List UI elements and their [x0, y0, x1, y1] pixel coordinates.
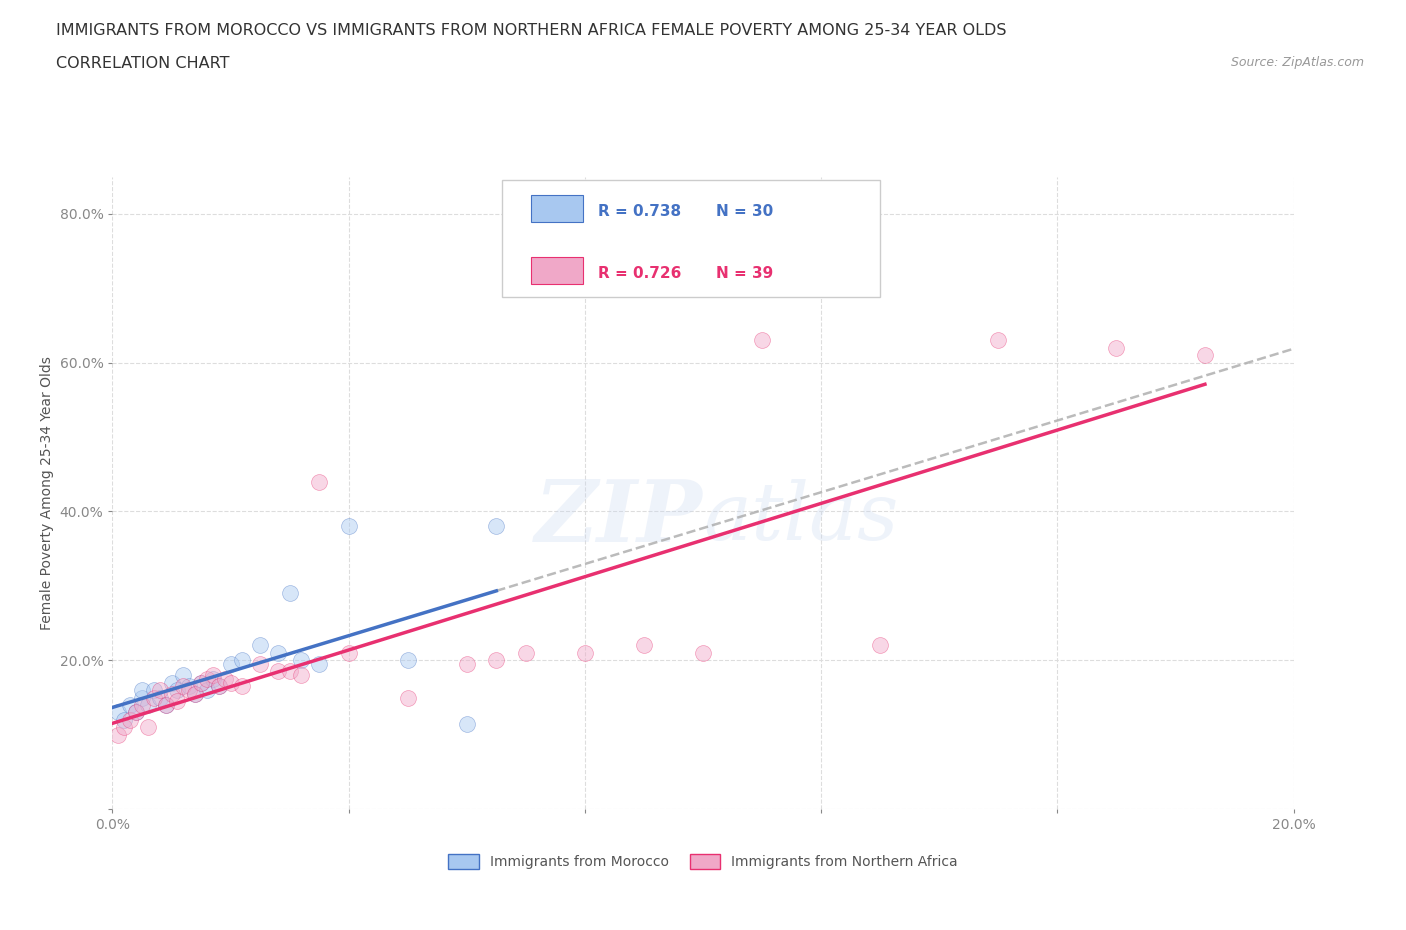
Point	[155, 698, 177, 712]
Point	[219, 657, 242, 671]
Point	[131, 698, 153, 712]
Point	[337, 645, 360, 660]
Point	[1194, 348, 1216, 363]
FancyBboxPatch shape	[502, 179, 880, 297]
Point	[208, 679, 231, 694]
Point	[869, 638, 891, 653]
Point	[485, 653, 508, 668]
Point	[692, 645, 714, 660]
Point	[485, 519, 508, 534]
Point	[131, 690, 153, 705]
Point	[456, 657, 478, 671]
Text: N = 39: N = 39	[716, 266, 773, 282]
Point	[231, 653, 253, 668]
Text: R = 0.738: R = 0.738	[598, 205, 681, 219]
Point	[267, 645, 290, 660]
Point	[112, 712, 135, 727]
Text: R = 0.726: R = 0.726	[598, 266, 682, 282]
Point	[267, 664, 290, 679]
Text: ZIP: ZIP	[536, 476, 703, 560]
Point	[337, 519, 360, 534]
Point	[195, 683, 218, 698]
Point	[1105, 340, 1128, 355]
Point	[515, 645, 537, 660]
Point	[751, 333, 773, 348]
Point	[179, 683, 201, 698]
Point	[166, 694, 188, 709]
Point	[396, 653, 419, 668]
Point	[201, 668, 224, 683]
Point	[396, 690, 419, 705]
Point	[125, 705, 148, 720]
FancyBboxPatch shape	[530, 195, 582, 222]
Point	[120, 712, 142, 727]
Point	[214, 671, 236, 686]
Point	[160, 675, 183, 690]
Point	[308, 474, 330, 489]
Point	[195, 671, 218, 686]
Point	[107, 705, 129, 720]
Point	[190, 675, 212, 690]
Y-axis label: Female Poverty Among 25-34 Year Olds: Female Poverty Among 25-34 Year Olds	[39, 356, 53, 630]
Point	[120, 698, 142, 712]
Point	[208, 679, 231, 694]
Text: Source: ZipAtlas.com: Source: ZipAtlas.com	[1230, 56, 1364, 69]
Text: CORRELATION CHART: CORRELATION CHART	[56, 56, 229, 71]
Point	[456, 716, 478, 731]
Point	[142, 690, 165, 705]
Point	[633, 638, 655, 653]
Point	[149, 683, 172, 698]
Point	[166, 683, 188, 698]
Point	[290, 653, 312, 668]
Point	[290, 668, 312, 683]
Point	[249, 657, 271, 671]
Point	[231, 679, 253, 694]
Point	[201, 671, 224, 686]
Point	[136, 720, 159, 735]
Point	[278, 664, 301, 679]
Point	[308, 657, 330, 671]
Point	[184, 686, 207, 701]
Point	[987, 333, 1010, 348]
Point	[160, 686, 183, 701]
Text: N = 30: N = 30	[716, 205, 773, 219]
Legend: Immigrants from Morocco, Immigrants from Northern Africa: Immigrants from Morocco, Immigrants from…	[443, 848, 963, 875]
Point	[131, 683, 153, 698]
Point	[172, 679, 194, 694]
FancyBboxPatch shape	[530, 258, 582, 285]
Text: atlas: atlas	[703, 480, 898, 557]
Point	[278, 586, 301, 601]
Point	[155, 698, 177, 712]
Point	[179, 679, 201, 694]
Point	[184, 686, 207, 701]
Point	[149, 690, 172, 705]
Point	[219, 675, 242, 690]
Point	[142, 683, 165, 698]
Text: IMMIGRANTS FROM MOROCCO VS IMMIGRANTS FROM NORTHERN AFRICA FEMALE POVERTY AMONG : IMMIGRANTS FROM MOROCCO VS IMMIGRANTS FR…	[56, 23, 1007, 38]
Point	[107, 727, 129, 742]
Point	[190, 675, 212, 690]
Point	[136, 698, 159, 712]
Point	[125, 705, 148, 720]
Point	[249, 638, 271, 653]
Point	[112, 720, 135, 735]
Point	[574, 645, 596, 660]
Point	[172, 668, 194, 683]
